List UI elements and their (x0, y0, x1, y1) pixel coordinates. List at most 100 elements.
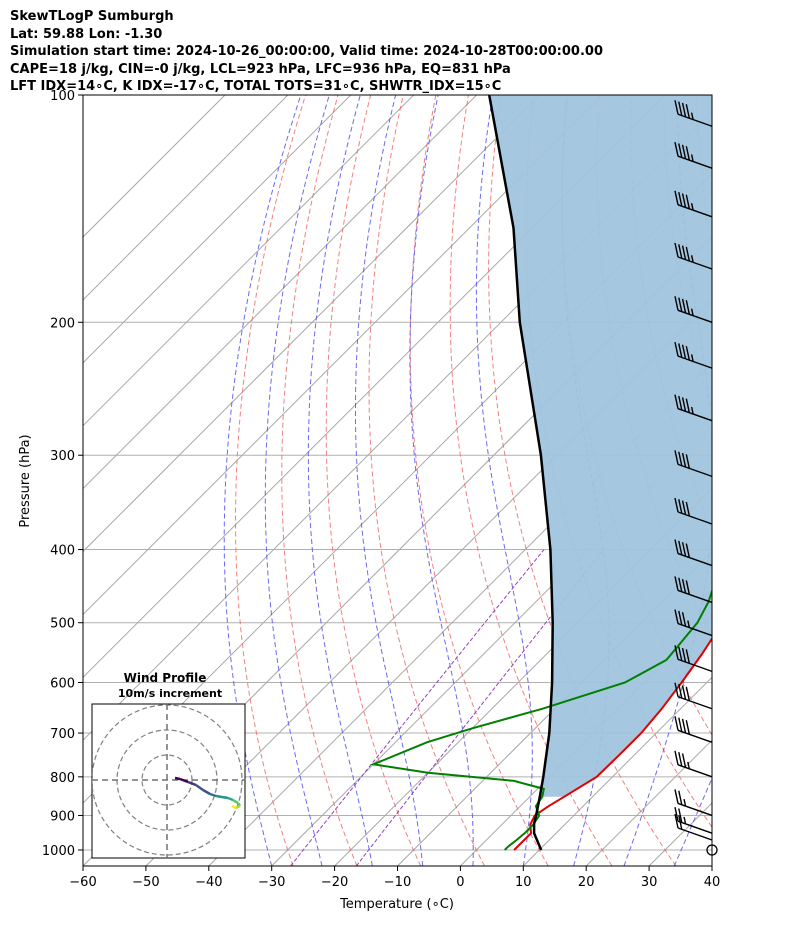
barb-flag (674, 682, 679, 697)
isotherm-line (83, 95, 289, 301)
simulation-times: Simulation start time: 2024-10-26_00:00:… (10, 44, 603, 59)
barb-flag (685, 454, 691, 469)
chart-header: SkewTLogP Sumburgh Lat: 59.88 Lon: -1.30… (10, 8, 603, 96)
barb-flag (674, 750, 679, 765)
wind-profile-inset: Wind Profile 10m/s increment (91, 671, 246, 859)
parcel-profile (487, 95, 554, 851)
wind-barb (674, 190, 713, 218)
barb-flag (681, 718, 687, 734)
isotherm-line (145, 299, 712, 866)
x-tick-label: −50 (132, 875, 159, 890)
skewt-profiles (369, 95, 712, 851)
barb-flag (685, 501, 691, 517)
inset-plot (92, 704, 245, 858)
barb-flag (678, 143, 683, 158)
barb-flag (674, 497, 679, 513)
y-tick-label: 400 (50, 544, 75, 559)
barb-half-flag (690, 154, 694, 162)
hodograph-segment (232, 798, 239, 805)
wind-barb (674, 789, 713, 817)
x-tick-label: 10 (515, 875, 532, 890)
barb-flag (674, 813, 679, 829)
moist-adiabat (223, 95, 302, 866)
x-tick-label: −10 (384, 875, 411, 890)
y-tick-label: 600 (50, 677, 75, 692)
barb-flag (685, 246, 691, 262)
barb-flag (678, 790, 683, 805)
barb-shaft (677, 113, 713, 127)
barb-flag (681, 542, 687, 557)
barb-flag (678, 752, 683, 767)
barb-half-flag (690, 354, 694, 362)
barb-flag (678, 717, 683, 732)
barb-flag (685, 580, 691, 595)
dry-adiabat (449, 95, 613, 866)
barb-shaft (677, 355, 713, 369)
barb-flag (674, 142, 679, 157)
barb-flag (674, 296, 679, 311)
barb-flag (681, 344, 687, 359)
barb-half-flag (690, 112, 694, 120)
barb-flag (681, 452, 687, 468)
barb-flag (685, 649, 691, 664)
barb-half-flag (687, 761, 691, 769)
barb-flag (678, 808, 683, 823)
barb-flag (678, 101, 683, 116)
barb-flag (685, 543, 691, 558)
barb-flag (678, 610, 683, 626)
barb-flag (674, 789, 679, 804)
barb-shaft (677, 622, 713, 637)
barb-flag (681, 685, 687, 700)
cape-shading (489, 95, 712, 797)
wind-barb (674, 296, 713, 323)
wind-barb (674, 497, 713, 525)
barb-flag (678, 297, 683, 312)
barb-flag (678, 577, 683, 592)
hodograph-segment (187, 780, 197, 787)
moist-adiabat (673, 776, 712, 866)
x-axis-label: Temperature (∘C) (339, 897, 454, 912)
dry-adiabat (235, 95, 306, 866)
wind-barb (674, 450, 713, 478)
moist-adiabat (409, 95, 474, 866)
barb-flag (681, 578, 687, 594)
barb-flag (681, 753, 687, 768)
barb-flag (685, 720, 691, 735)
barb-flag (678, 192, 683, 207)
y-tick-label: 800 (50, 771, 75, 786)
barb-shaft (677, 696, 713, 710)
y-tick-label: 700 (50, 727, 75, 742)
dry-adiabat (729, 95, 794, 866)
hodograph-segment (235, 804, 241, 810)
dry-adiabat (368, 95, 485, 866)
dry-adiabat (281, 95, 358, 866)
stability-indices-2: LFT IDX=14∘C, K IDX=-17∘C, TOTAL TOTS=31… (10, 79, 502, 94)
moist-adiabat (475, 95, 533, 866)
isotherm-line (83, 95, 352, 364)
y-axis-label: Pressure (hPa) (18, 434, 33, 527)
barb-shaft (677, 511, 713, 525)
barb-shaft (677, 827, 713, 841)
hodograph-segment (227, 796, 234, 802)
station-title: SkewTLogP Sumburgh (10, 9, 174, 24)
wind-barb (706, 844, 718, 856)
y-tick-label: 1000 (42, 844, 75, 859)
barb-flag (674, 341, 679, 357)
barb-shaft (677, 729, 713, 743)
dry-adiabat (762, 95, 794, 866)
wind-barb (674, 576, 713, 604)
barb-flag (681, 647, 687, 663)
isotherm-line (83, 95, 603, 616)
wind-barb (674, 341, 713, 369)
stability-indices-1: CAPE=18 j/kg, CIN=-0 j/kg, LCL=923 hPa, … (10, 61, 511, 77)
mixing-ratio-line (355, 549, 604, 866)
x-tick-label: 20 (578, 875, 595, 890)
barb-flag (674, 576, 679, 591)
y-tick-label: 200 (50, 316, 75, 331)
barb-half-flag (687, 620, 691, 628)
barb-flag (674, 100, 679, 115)
skewt-grid (83, 95, 794, 866)
barb-shaft (677, 309, 713, 323)
hodograph-segment (221, 795, 229, 800)
inset-frame (91, 703, 246, 859)
